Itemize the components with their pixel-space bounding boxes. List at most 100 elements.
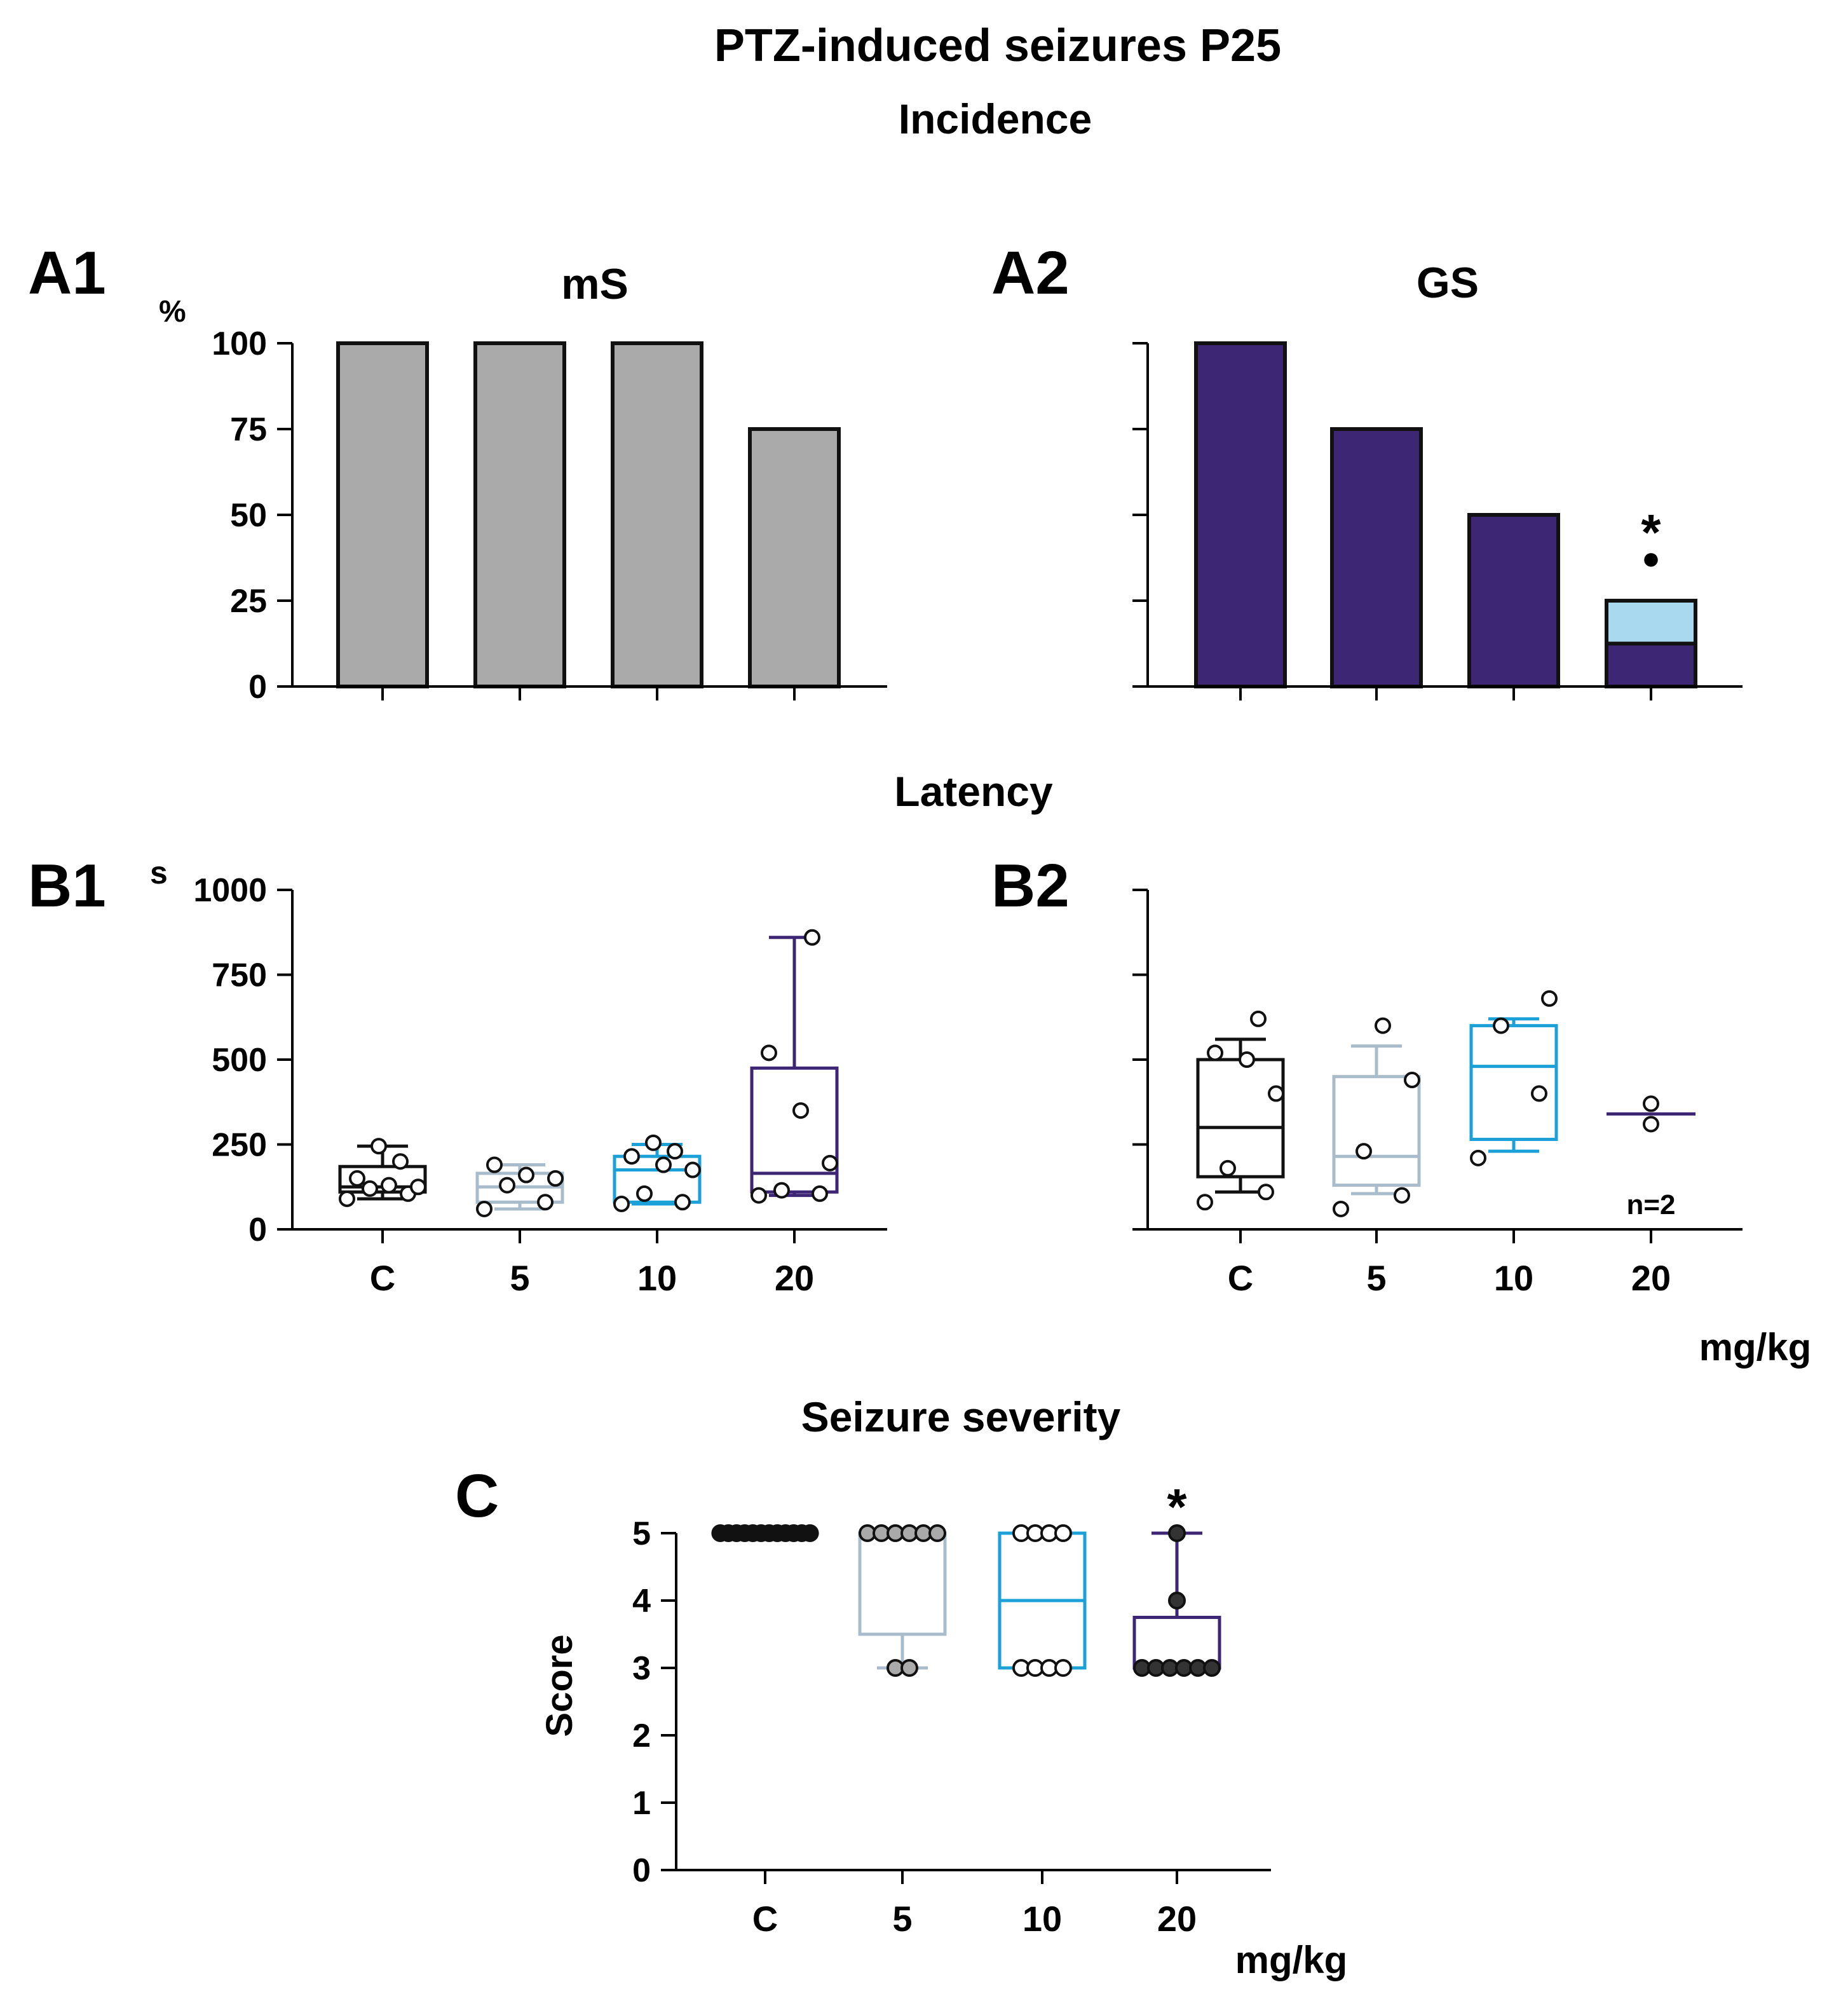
b1-data-point [476,1200,493,1217]
unit-label-mgkg: mg/kg [1699,1326,1812,1369]
b1-data-point [812,1185,828,1202]
b2-data-point [1394,1187,1410,1204]
c-significance-asterisk: * [1167,1479,1187,1535]
panel-label-a2: A2 [991,239,1070,307]
b1-data-point [645,1134,662,1151]
b1-data-point [499,1177,515,1194]
b2-data-point [1404,1072,1420,1089]
c-x-tick-label: 5 [892,1899,912,1939]
a2-bar-light-segment [1605,599,1697,646]
b2-sample-size-annotation: n=2 [1626,1189,1675,1220]
a1-y-tick-label: 0 [248,669,267,706]
c-data-point [1168,1592,1186,1609]
b2-data-point [1355,1143,1372,1160]
a1-chart-title: mS [561,260,628,308]
b1-data-point [381,1177,397,1194]
b1-data-point [518,1166,534,1184]
a1-bar [473,341,566,688]
figure-title: PTZ-induced seizures P25 [714,20,1281,71]
a1-bar [748,427,841,688]
c-y-tick-label: 0 [632,1852,651,1889]
b2-data-point [1493,1017,1509,1034]
a2-bar [1330,427,1423,688]
b2-x-tick-label: 20 [1631,1258,1671,1298]
b1-data-point [804,929,820,946]
c-x-tick-label: 10 [1023,1899,1062,1939]
b1-data-point [486,1156,503,1173]
b2-data-point [1268,1085,1284,1102]
b2-box [1196,1058,1285,1178]
b1-data-point [623,1148,640,1165]
b1-data-point [370,1138,387,1155]
c-data-point [1203,1659,1221,1677]
panel-a1-ms-incidence: 0 25 50 75 100 [212,325,887,706]
b1-data-point [613,1195,630,1212]
b1-data-point [392,1153,409,1170]
b1-data-point [773,1182,790,1199]
b2-data-point [1220,1159,1236,1177]
panel-b1-ms-latency: 0 250 500 750 1000 C 5 10 20 [193,872,887,1298]
b1-data-point [410,1178,426,1196]
b1-box [338,1164,427,1194]
b1-data-point [547,1170,564,1187]
b1-data-point [636,1185,653,1202]
b2-data-point [1643,1095,1659,1112]
b2-data-point [1470,1149,1486,1166]
b1-y-tick-label: 250 [212,1127,267,1164]
a2-significance-asterisk: * [1641,504,1661,561]
a1-bar [611,341,703,688]
panel-label-a1: A1 [28,239,106,307]
b1-box [613,1154,702,1204]
a1-bar [336,341,429,688]
b2-data-point [1207,1044,1223,1062]
a2-chart-title: GS [1417,259,1479,307]
b1-y-tick-label: 1000 [193,872,267,909]
b2-x-tick-label: 10 [1494,1258,1533,1298]
c-box [858,1531,947,1636]
b1-y-tick-label: 500 [212,1042,267,1079]
b1-data-point [667,1143,683,1160]
b2-data-point [1375,1017,1391,1034]
b1-data-point [349,1170,365,1187]
c-data-point [1054,1524,1072,1542]
c-data-point [928,1524,946,1542]
b2-box [1469,1024,1558,1141]
a1-y-tick-label: 25 [230,583,267,620]
b2-data-point [1531,1085,1547,1102]
section-title-incidence: Incidence [899,95,1092,142]
section-title-seizure-severity: Seizure severity [801,1393,1121,1440]
c-x-tick-label: C [752,1899,778,1939]
panel-label-b1: B1 [28,852,106,920]
panel-b2-gs-latency: C 5 10 20 n=2 [1132,889,1743,1298]
c-x-axis-label: mg/kg [1235,1939,1348,1981]
b1-data-point [339,1190,355,1207]
c-y-tick-label: 1 [632,1785,651,1822]
c-y-tick-label: 5 [632,1515,651,1552]
a1-y-tick-label: 75 [230,411,267,448]
b1-x-tick-label: C [370,1258,395,1298]
b1-y-tick-label: 750 [212,957,267,994]
a1-y-unit-label: % [159,295,186,329]
b1-y-tick-label: 0 [248,1212,267,1248]
b2-x-tick-label: C [1228,1258,1253,1298]
b2-data-point [1239,1051,1255,1068]
a2-significance-dot: ● [1641,540,1661,576]
section-title-latency: Latency [894,768,1053,815]
a2-bar [1467,513,1560,688]
panel-a2-gs-incidence: *● [1132,341,1743,700]
panel-c-seizure-severity: 0 1 2 3 4 5 C 5 10 20 * [632,1479,1271,1939]
c-y-tick-label: 4 [632,1583,651,1620]
c-data-point [801,1524,819,1542]
b2-box [1332,1075,1421,1187]
b2-data-point [1250,1010,1267,1027]
panel-label-c: C [455,1462,499,1530]
a2-bar [1605,641,1697,688]
c-data-point [900,1659,918,1677]
a1-y-tick-label: 50 [230,497,267,534]
b1-data-point [792,1102,809,1119]
b2-data-point [1258,1184,1274,1201]
c-y-tick-label: 3 [632,1650,651,1687]
a1-y-tick-label: 100 [212,325,267,362]
b1-data-point [674,1194,691,1211]
